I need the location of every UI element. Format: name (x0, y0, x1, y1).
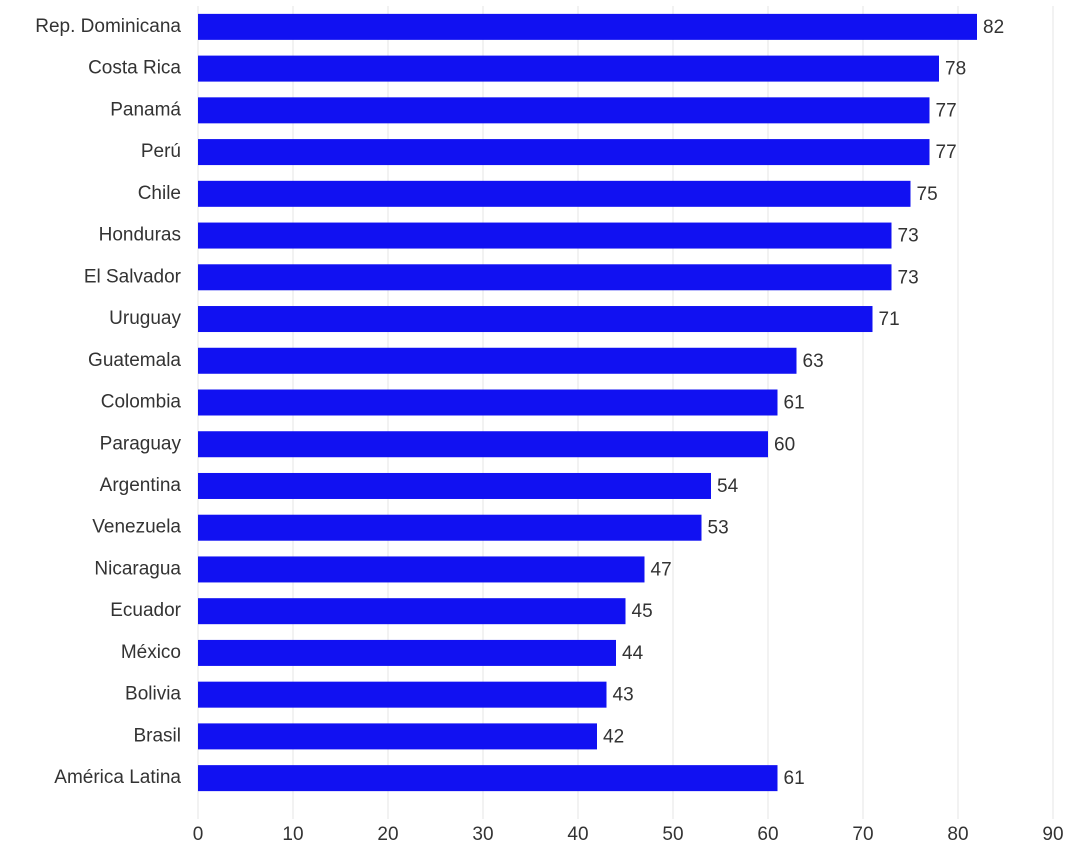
y-tick-label: Costa Rica (88, 58, 181, 79)
bar (198, 431, 768, 458)
x-tick-label: 60 (757, 824, 778, 845)
y-tick-label: México (121, 642, 181, 663)
y-tick-label: Ecuador (110, 600, 181, 621)
bar (198, 514, 702, 541)
bar (198, 389, 778, 416)
bar (198, 765, 778, 792)
x-tick-label: 30 (472, 824, 493, 845)
x-tick-label: 20 (377, 824, 398, 845)
bar (198, 55, 939, 82)
data-label: 60 (774, 434, 795, 455)
bar (198, 13, 977, 40)
x-tick-label: 10 (282, 824, 303, 845)
y-tick-label: Honduras (99, 225, 181, 246)
bar (198, 681, 607, 708)
bar (198, 639, 616, 666)
bar (198, 723, 597, 750)
data-label: 47 (651, 559, 672, 580)
y-tick-label: Chile (138, 183, 181, 204)
data-label: 75 (917, 184, 938, 205)
data-label: 53 (708, 518, 729, 539)
data-label: 82 (983, 17, 1004, 38)
y-tick-label: Argentina (100, 475, 182, 496)
x-tick-label: 80 (947, 824, 968, 845)
data-label: 73 (898, 226, 919, 247)
y-tick-label: Perú (141, 141, 181, 162)
y-tick-label: Paraguay (100, 433, 182, 454)
data-label: 78 (945, 59, 966, 80)
data-label: 73 (898, 267, 919, 288)
data-label: 63 (803, 351, 824, 372)
y-tick-label: Panamá (110, 99, 181, 120)
y-tick-label: Guatemala (88, 350, 181, 371)
x-tick-label: 50 (662, 824, 683, 845)
x-tick-label: 70 (852, 824, 873, 845)
y-tick-label: Nicaragua (94, 558, 181, 579)
y-tick-label: Colombia (101, 392, 182, 413)
y-tick-label: Brasil (133, 725, 181, 746)
bar (198, 472, 711, 499)
bar (198, 598, 626, 625)
x-tick-label: 40 (567, 824, 588, 845)
x-tick-label: 0 (193, 824, 204, 845)
data-label: 43 (613, 685, 634, 706)
y-tick-label: Rep. Dominicana (35, 16, 181, 37)
bar (198, 97, 930, 124)
x-tick-label: 90 (1042, 824, 1063, 845)
data-label: 61 (784, 393, 805, 414)
bar (198, 556, 645, 583)
data-label: 61 (784, 768, 805, 789)
bar (198, 264, 892, 291)
data-label: 77 (936, 142, 957, 163)
bar (198, 306, 873, 333)
y-tick-label: América Latina (54, 767, 181, 788)
data-label: 45 (632, 601, 653, 622)
bar (198, 222, 892, 249)
data-label: 42 (603, 726, 624, 747)
bar (198, 180, 911, 207)
y-tick-label: Uruguay (109, 308, 181, 329)
data-label: 71 (879, 309, 900, 330)
data-label: 77 (936, 100, 957, 121)
data-label: 54 (717, 476, 739, 497)
y-tick-label: El Salvador (84, 266, 182, 287)
y-tick-label: Venezuela (92, 517, 181, 538)
data-label: 44 (622, 643, 644, 664)
bar (198, 347, 797, 374)
y-tick-label: Bolivia (125, 684, 181, 705)
bar (198, 139, 930, 166)
